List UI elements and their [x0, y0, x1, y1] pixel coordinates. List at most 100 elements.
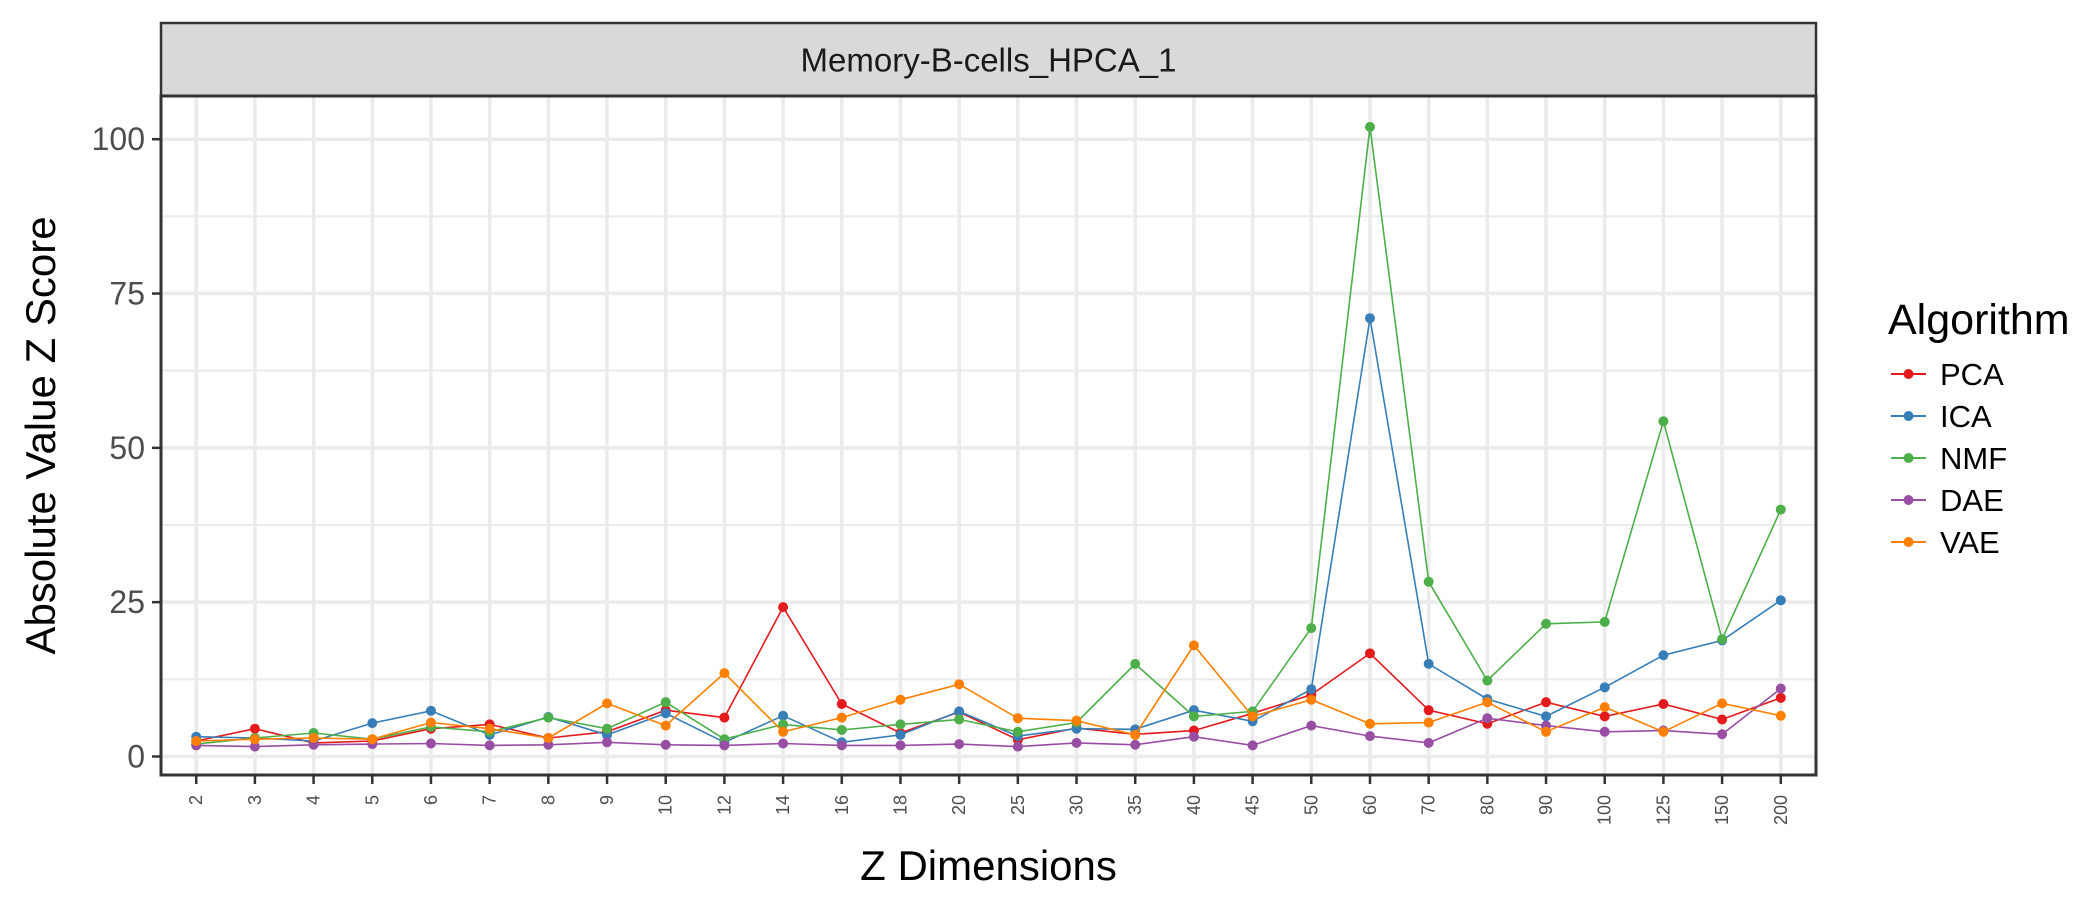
facet-title: Memory-B-cells_HPCA_1 — [801, 42, 1177, 79]
data-point — [1130, 739, 1141, 750]
legend-key-point — [1903, 369, 1914, 379]
legend-item-pca: PCA — [1891, 357, 2004, 392]
x-tick-label: 12 — [714, 795, 734, 815]
legend-item-ica: ICA — [1891, 399, 1992, 434]
data-point — [602, 698, 613, 709]
data-point — [1364, 648, 1375, 659]
series-dae — [191, 683, 1786, 752]
data-point — [895, 694, 906, 705]
series-vae — [191, 640, 1786, 747]
x-tick-label: 10 — [656, 795, 676, 815]
legend-key-point — [1903, 495, 1914, 505]
x-tick-label: 20 — [949, 795, 969, 815]
x-tick-label: 50 — [1301, 795, 1321, 815]
data-point — [543, 732, 554, 743]
data-point — [1658, 650, 1669, 661]
plot-border — [159, 94, 1818, 777]
data-point — [836, 740, 847, 751]
data-point — [1541, 697, 1552, 708]
data-point — [1188, 640, 1199, 651]
data-point — [1247, 711, 1258, 722]
data-point — [778, 719, 789, 730]
legend-key-point — [1903, 537, 1914, 547]
legend-label: NMF — [1940, 441, 2007, 476]
data-point — [836, 699, 847, 710]
x-tick-label: 4 — [304, 795, 324, 805]
x-tick-label: 5 — [362, 795, 382, 805]
x-tick-label: 125 — [1653, 795, 1673, 825]
data-point — [1541, 711, 1552, 722]
y-axis-label: Absolute Value Z Score — [17, 216, 64, 654]
data-point — [1775, 504, 1786, 515]
data-point — [1541, 618, 1552, 629]
data-point — [719, 740, 730, 751]
data-point — [367, 734, 378, 745]
data-point — [1423, 737, 1434, 748]
data-point — [1599, 711, 1610, 722]
data-point — [1012, 726, 1023, 737]
data-point — [425, 738, 436, 749]
data-point — [249, 741, 260, 752]
data-point — [367, 718, 378, 729]
legend-item-dae: DAE — [1891, 483, 2004, 518]
legend-key-point — [1903, 453, 1914, 463]
x-tick-label: 45 — [1243, 795, 1263, 815]
data-point — [1482, 713, 1493, 724]
series-line — [196, 126, 1782, 745]
legend-label: DAE — [1940, 483, 2004, 518]
x-tick-label: 60 — [1360, 795, 1380, 815]
data-point — [778, 726, 789, 737]
data-point — [1482, 675, 1493, 686]
data-point — [895, 719, 906, 730]
data-point — [1247, 740, 1258, 751]
x-tick-label: 30 — [1067, 795, 1087, 815]
legend-key-point — [1903, 411, 1914, 421]
x-tick-label: 3 — [245, 795, 265, 805]
data-point — [1423, 705, 1434, 716]
data-point — [1717, 698, 1728, 709]
data-point — [1482, 697, 1493, 708]
data-point — [543, 712, 554, 723]
data-point — [719, 668, 730, 679]
x-tick-label: 18 — [890, 795, 910, 815]
data-point — [602, 737, 613, 748]
data-point — [249, 734, 260, 745]
data-point — [425, 717, 436, 728]
data-point — [778, 602, 789, 613]
data-point — [1071, 715, 1082, 726]
y-tick-label: 75 — [109, 276, 145, 312]
data-point — [1658, 699, 1669, 710]
data-point — [895, 729, 906, 740]
facet-strip — [159, 21, 1818, 98]
data-point — [1541, 726, 1552, 737]
x-tick-label: 100 — [1595, 795, 1615, 825]
plot-panel — [161, 96, 1816, 775]
data-point — [249, 723, 260, 734]
x-tick-label: 200 — [1771, 795, 1791, 825]
y-tick-label: 100 — [92, 121, 145, 157]
data-point — [954, 714, 965, 725]
x-axis-label: Z Dimensions — [860, 842, 1117, 889]
data-point — [1599, 616, 1610, 627]
data-point — [484, 740, 495, 751]
data-point — [1306, 694, 1317, 705]
data-point — [660, 739, 671, 750]
data-point — [1364, 718, 1375, 729]
data-point — [484, 723, 495, 734]
data-point — [719, 712, 730, 723]
legend-label: PCA — [1940, 357, 2004, 392]
data-point — [1364, 313, 1375, 324]
x-tick-label: 40 — [1184, 795, 1204, 815]
data-point — [1599, 726, 1610, 737]
data-point — [660, 720, 671, 731]
x-tick-label: 25 — [1008, 795, 1028, 815]
data-point — [1717, 714, 1728, 725]
y-tick-label: 25 — [109, 584, 145, 620]
data-point — [1658, 726, 1669, 737]
data-point — [1775, 683, 1786, 694]
data-point — [1599, 682, 1610, 693]
data-point — [191, 736, 202, 747]
data-point — [660, 708, 671, 719]
data-point — [954, 679, 965, 690]
